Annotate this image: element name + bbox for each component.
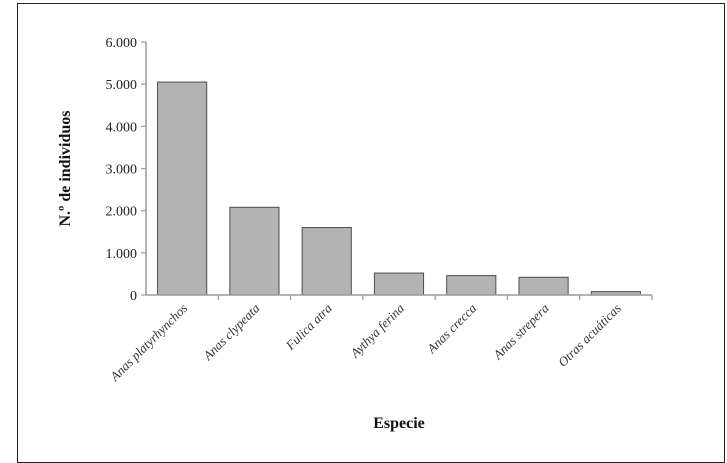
x-category-label: Anas strepera: [489, 300, 552, 363]
bar: [518, 276, 569, 296]
bar: [446, 275, 497, 296]
x-axis-title: Especie: [373, 415, 425, 432]
x-category-label: Anas clypeata: [199, 300, 262, 363]
y-tick-label: 6.000: [106, 36, 138, 51]
y-tick-label: 1.000: [106, 247, 138, 262]
y-axis-title: N.º de individuos: [57, 111, 74, 227]
bars: [157, 81, 641, 296]
bar: [157, 81, 208, 296]
x-category-label: Otras acuáticas: [555, 301, 624, 370]
y-tick-label: 2.000: [106, 205, 138, 220]
y-tick-label: 5.000: [106, 78, 138, 93]
x-axis-category-labels: Anas platyrhynchos Anas clypeata Fulica at…: [106, 295, 653, 385]
bar: [301, 227, 352, 296]
y-axis-ticks: 0 1.000 2.000 3.000 4.000 5.000 6.000: [106, 36, 146, 304]
x-category-label: Anas platyrhynchos: [106, 301, 190, 385]
y-tick-label: 4.000: [106, 120, 138, 135]
chart-frame: 0 1.000 2.000 3.000 4.000 5.000 6.000 Anas pla…: [17, 3, 725, 463]
y-tick-label: 3.000: [106, 163, 138, 178]
x-category-label: Fulica atra: [282, 300, 335, 353]
x-category-label: Aythya ferina: [347, 300, 408, 361]
y-tick-label: 0: [130, 289, 137, 304]
bar: [373, 272, 425, 296]
bar-chart: 0 1.000 2.000 3.000 4.000 5.000 6.000 Anas pla…: [57, 36, 653, 432]
x-category-label: Anas crecca: [423, 300, 480, 357]
bar: [229, 206, 280, 296]
